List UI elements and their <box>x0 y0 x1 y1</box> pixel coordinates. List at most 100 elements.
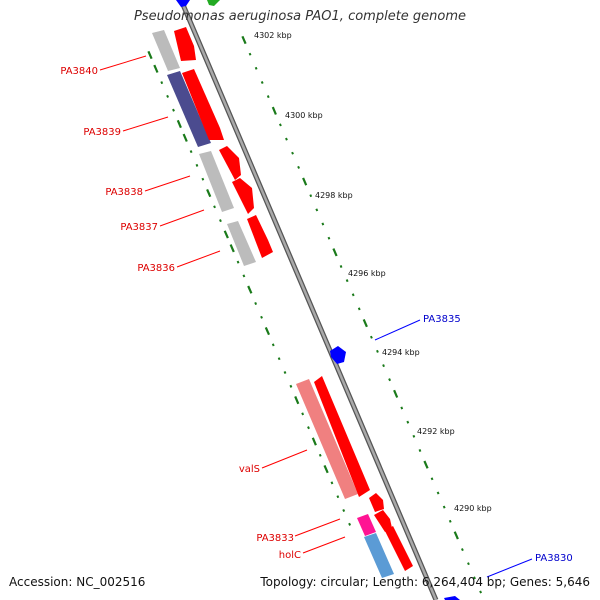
minor-tick <box>254 302 258 305</box>
minor-tick <box>219 219 222 223</box>
gene-arrow-pa3835 <box>330 346 346 364</box>
minor-tick <box>339 265 343 268</box>
minor-tick <box>307 426 310 430</box>
major-tick <box>393 389 399 398</box>
minor-tick <box>283 370 287 375</box>
gene-arrow-top-blue <box>176 0 190 7</box>
major-tick <box>294 395 300 405</box>
accession-text: Accession: NC_002516 <box>9 575 146 589</box>
feature-grey-pa3836 <box>227 221 256 266</box>
minor-tick <box>289 384 293 388</box>
minor-tick <box>327 236 331 240</box>
minor-tick <box>348 522 352 526</box>
gene-label-pa3837[interactable]: PA3837 <box>120 222 158 233</box>
minor-tick <box>342 508 346 513</box>
feature-steelblue-holc <box>364 533 394 578</box>
minor-tick <box>406 420 410 424</box>
gene-arrow-pa3833 <box>369 493 384 512</box>
minor-tick <box>330 481 334 485</box>
minor-tick <box>172 108 175 112</box>
minor-tick <box>266 95 270 99</box>
minor-tick <box>351 293 355 297</box>
minor-tick <box>321 222 325 226</box>
major-tick <box>223 230 229 239</box>
major-tick <box>153 64 159 73</box>
leader-lines <box>99 55 533 578</box>
major-tick <box>332 248 338 257</box>
gene-arrow-pa3836 <box>247 215 273 258</box>
minor-tick <box>357 307 361 311</box>
minor-tick <box>291 151 294 155</box>
gene-label-pa3836[interactable]: PA3836 <box>137 263 175 274</box>
minor-tick <box>388 378 392 382</box>
minor-tick <box>195 163 199 167</box>
gene-label-pa3839[interactable]: PA3839 <box>83 127 121 138</box>
minor-tick <box>260 315 263 319</box>
minor-tick <box>473 576 476 580</box>
major-tick <box>453 531 459 540</box>
minor-tick <box>189 150 193 154</box>
gene-labels: PA3840 PA3839 PA3838 PA3837 PA3836 PA383… <box>60 66 572 564</box>
minor-tick <box>430 477 434 481</box>
major-tick <box>423 460 429 469</box>
ruler-label: 4300 kbp <box>285 111 323 120</box>
gene-label-pa3833[interactable]: PA3833 <box>256 533 294 544</box>
ruler-label: 4298 kbp <box>315 191 353 200</box>
major-tick <box>302 177 308 186</box>
gene-label-pa3835[interactable]: PA3835 <box>423 314 461 325</box>
gene-label-holc[interactable]: holC <box>279 550 301 561</box>
minor-tick <box>213 205 216 209</box>
ruler-labels: 4302 kbp 4300 kbp 4298 kbp 4296 kbp 4294… <box>254 31 492 513</box>
major-tick <box>182 133 188 142</box>
feature-navy-pa3839 <box>167 71 211 147</box>
minor-tick <box>412 434 416 438</box>
ruler-label: 4294 kbp <box>382 348 420 357</box>
minor-tick <box>418 449 422 452</box>
major-tick <box>147 50 153 60</box>
minor-tick <box>318 453 322 457</box>
topology-text: Topology: circular; Length: 6,264,404 bp… <box>260 575 590 589</box>
feature-grey-pa3838 <box>199 151 234 212</box>
gene-label-vals[interactable]: valS <box>239 464 260 475</box>
minor-tick <box>400 406 404 410</box>
gene-arrow-small <box>374 510 392 532</box>
minor-tick <box>436 491 440 495</box>
minor-tick <box>301 412 305 416</box>
minor-tick <box>336 495 340 499</box>
minor-tick <box>166 94 170 98</box>
minor-tick <box>285 137 288 141</box>
minor-tick <box>309 194 313 198</box>
minor-tick <box>278 123 282 127</box>
feature-grey-pa3840 <box>152 30 180 71</box>
minor-tick <box>254 66 258 70</box>
gene-arrow-pa3837 <box>232 178 254 214</box>
major-tick <box>311 437 317 446</box>
minor-tick <box>448 519 452 523</box>
minor-tick <box>369 335 373 339</box>
minor-tick <box>376 349 379 353</box>
minor-tick <box>467 562 470 566</box>
minor-tick <box>277 357 281 361</box>
gene-label-pa3840[interactable]: PA3840 <box>60 66 98 77</box>
feature-pink-pa3833 <box>357 514 376 536</box>
major-tick <box>323 464 329 474</box>
gene-arrow-top-green <box>207 0 220 6</box>
ruler-label: 4290 kbp <box>454 504 492 513</box>
major-tick <box>206 188 212 198</box>
gene-label-pa3830[interactable]: PA3830 <box>535 553 573 564</box>
major-tick <box>241 35 247 45</box>
gene-label-pa3838[interactable]: PA3838 <box>105 187 143 198</box>
page-title: Pseudomonas aeruginosa PAO1, complete ge… <box>133 9 467 24</box>
minor-tick <box>201 177 205 181</box>
tick-track <box>147 35 483 594</box>
major-tick <box>264 326 271 336</box>
ruler-label: 4302 kbp <box>254 31 292 40</box>
feature-salmon-vals <box>296 379 358 499</box>
minor-tick <box>345 279 349 283</box>
major-tick <box>176 119 182 129</box>
gene-arrow-pa3830 <box>444 596 460 600</box>
gene-arrow-holc <box>385 526 413 571</box>
minor-tick <box>382 364 385 368</box>
major-tick <box>229 244 235 253</box>
